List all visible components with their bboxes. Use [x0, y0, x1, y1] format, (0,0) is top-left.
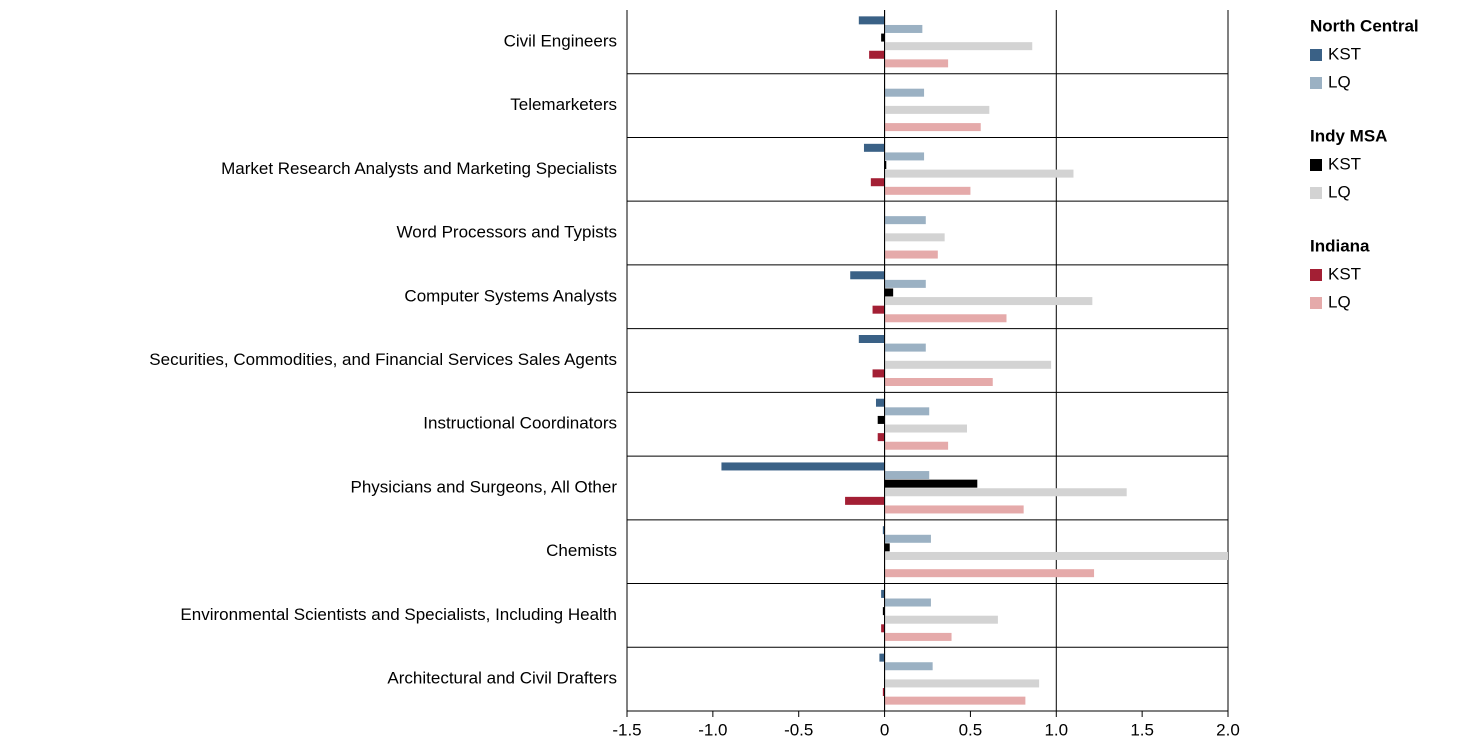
- bar: [858, 16, 885, 25]
- bar: [884, 488, 1127, 497]
- x-tick-label: 2.0: [1216, 720, 1240, 739]
- bar: [884, 679, 1040, 688]
- bar: [884, 441, 949, 450]
- x-tick-label: 0.5: [959, 720, 983, 739]
- bar: [884, 598, 931, 607]
- bar: [884, 88, 925, 97]
- legend-swatch: [1310, 77, 1322, 89]
- bar: [884, 233, 945, 242]
- bar: [884, 534, 931, 543]
- bar: [884, 152, 925, 161]
- bar: [884, 59, 949, 68]
- legend-swatch: [1310, 269, 1322, 281]
- bar: [884, 123, 981, 132]
- category-label: Market Research Analysts and Marketing S…: [221, 159, 617, 178]
- bar: [884, 360, 1052, 369]
- bar: [884, 186, 971, 195]
- legend-swatch: [1310, 159, 1322, 171]
- bar: [884, 378, 993, 386]
- bar: [872, 305, 885, 314]
- legend-group-title: North Central: [1310, 16, 1419, 35]
- bar: [884, 314, 1007, 323]
- bar: [881, 33, 885, 42]
- category-label: Instructional Coordinators: [423, 414, 617, 433]
- legend-label: LQ: [1328, 72, 1351, 91]
- bar: [884, 216, 926, 225]
- category-label: Environmental Scientists and Specialists…: [180, 605, 617, 624]
- bar: [884, 288, 894, 297]
- bar: [884, 169, 1074, 178]
- bar: [884, 615, 998, 624]
- bar: [884, 161, 887, 170]
- legend-label: KST: [1328, 154, 1361, 173]
- bar: [884, 279, 926, 288]
- legend-label: LQ: [1328, 182, 1351, 201]
- bar: [882, 607, 885, 616]
- bar: [884, 42, 1033, 51]
- category-label: Civil Engineers: [504, 31, 617, 50]
- bar: [884, 543, 890, 552]
- bar: [884, 479, 978, 488]
- bar: [863, 143, 885, 152]
- bar: [884, 250, 938, 259]
- bar: [884, 424, 967, 433]
- category-label: Architectural and Civil Drafters: [387, 669, 617, 688]
- x-tick-label: -1.0: [698, 720, 727, 739]
- bar: [877, 433, 885, 442]
- bar: [884, 407, 930, 416]
- bar: [845, 496, 885, 505]
- legend-label: KST: [1328, 44, 1361, 63]
- bar: [850, 271, 885, 280]
- bar: [877, 415, 885, 424]
- legend-group-title: Indiana: [1310, 236, 1370, 255]
- legend-swatch: [1310, 187, 1322, 199]
- bar: [884, 505, 1024, 514]
- bar: [884, 471, 930, 480]
- bar: [884, 105, 990, 114]
- legend-swatch: [1310, 297, 1322, 309]
- bar: [884, 662, 933, 671]
- bar: [884, 343, 926, 352]
- category-label: Chemists: [546, 541, 617, 560]
- bar: [884, 297, 1093, 306]
- bar: [884, 696, 1026, 705]
- category-label: Word Processors and Typists: [397, 223, 617, 242]
- category-label: Computer Systems Analysts: [404, 286, 617, 305]
- bar: [872, 369, 885, 378]
- bar: [882, 526, 885, 535]
- bar: [858, 335, 885, 343]
- legend-swatch: [1310, 49, 1322, 61]
- bar: [870, 178, 885, 187]
- bar: [884, 632, 952, 641]
- bar: [884, 551, 1228, 560]
- bar: [881, 624, 885, 633]
- x-tick-label: 0: [880, 720, 889, 739]
- bar: [869, 50, 885, 59]
- legend-group-title: Indy MSA: [1310, 126, 1387, 145]
- x-tick-label: -0.5: [784, 720, 813, 739]
- category-label: Securities, Commodities, and Financial S…: [149, 350, 617, 369]
- category-label: Telemarketers: [510, 95, 617, 114]
- x-tick-label: 1.0: [1044, 720, 1068, 739]
- category-label: Physicians and Surgeons, All Other: [351, 477, 618, 496]
- bar: [884, 24, 923, 33]
- bar: [881, 589, 885, 598]
- bar: [875, 398, 885, 407]
- x-tick-label: 1.5: [1130, 720, 1154, 739]
- bar: [721, 462, 885, 471]
- bar: [884, 569, 1095, 578]
- x-tick-label: -1.5: [612, 720, 641, 739]
- bar: [879, 653, 885, 662]
- bar: [882, 688, 885, 697]
- legend-label: KST: [1328, 264, 1361, 283]
- legend-label: LQ: [1328, 292, 1351, 311]
